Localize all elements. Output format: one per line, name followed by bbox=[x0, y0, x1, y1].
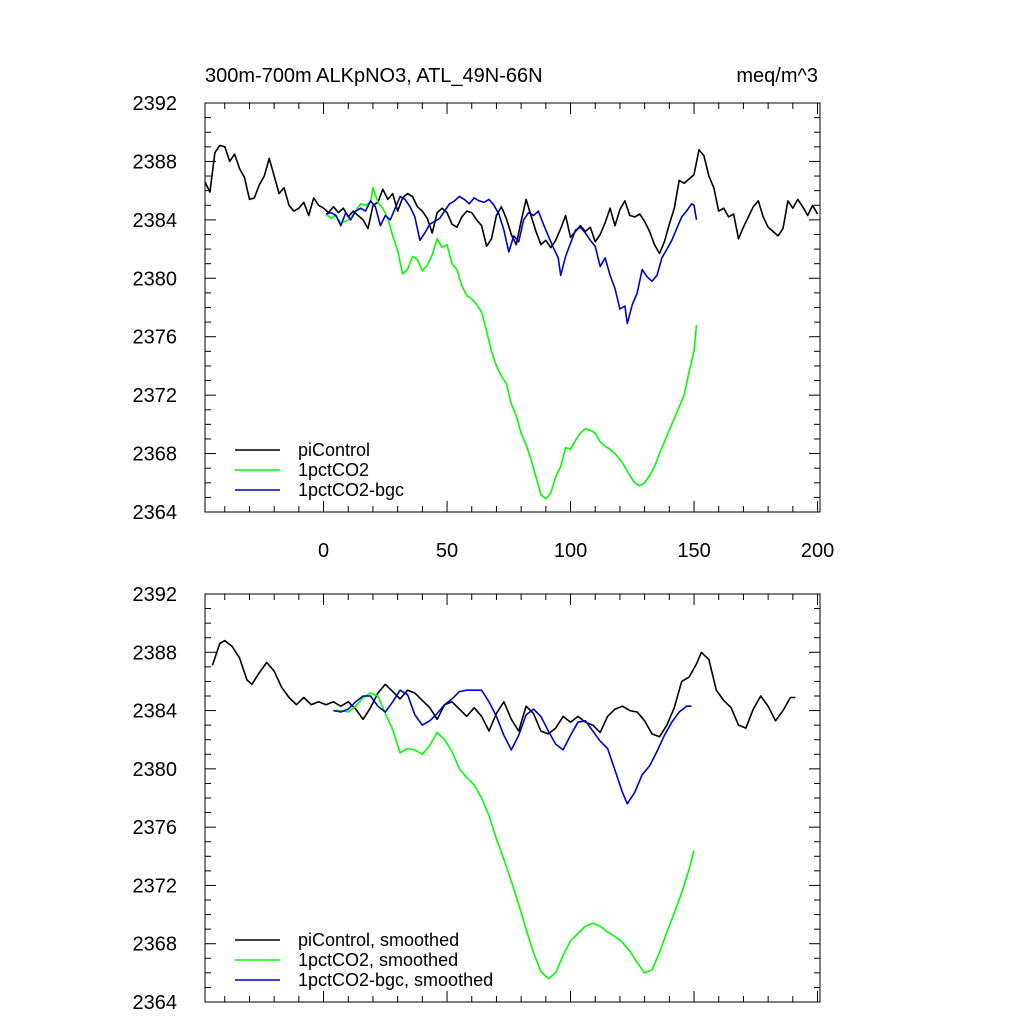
y-tick-label: 2376 bbox=[133, 817, 178, 839]
x-tick-label: 100 bbox=[554, 540, 587, 562]
legend-label: piControl bbox=[298, 440, 370, 460]
legend-label: 1pctCO2-bgc, smoothed bbox=[298, 970, 493, 990]
legend-label: 1pctCO2 bbox=[298, 460, 369, 480]
y-tick-label: 2384 bbox=[133, 210, 178, 232]
y-tick-label: 2392 bbox=[133, 93, 178, 115]
series-line-0 bbox=[211, 639, 796, 738]
y-tick-label: 2372 bbox=[133, 385, 178, 407]
bottom-panel: 2364 2368 2372 2376 2380 2384 2388 2392 piContro… bbox=[133, 584, 821, 1014]
series-line-1 bbox=[325, 186, 698, 500]
top-panel: 2364 2368 2372 2376 2380 2384 2388 2392 0 50 100 15… bbox=[133, 65, 835, 562]
x-tick-label: 200 bbox=[801, 540, 834, 562]
x-tick-label: 150 bbox=[677, 540, 710, 562]
y-tick-label: 2388 bbox=[133, 642, 178, 664]
series-line-2 bbox=[333, 689, 692, 805]
y-tick-label: 2392 bbox=[133, 584, 178, 606]
chart-title: 300m-700m ALKpNO3, ATL_49N-66N bbox=[205, 65, 543, 87]
legend-label: 1pctCO2, smoothed bbox=[298, 950, 458, 970]
series-line-0 bbox=[204, 144, 819, 255]
legend-label: piControl, smoothed bbox=[298, 930, 459, 950]
y-tick-label: 2380 bbox=[133, 268, 178, 290]
y-tick-label: 2376 bbox=[133, 327, 178, 349]
x-tick-label: 0 bbox=[318, 540, 329, 562]
y-tick-label: 2368 bbox=[133, 934, 178, 956]
y-tick-label: 2372 bbox=[133, 875, 178, 897]
series-line-1 bbox=[333, 692, 695, 980]
y-tick-label: 2380 bbox=[133, 759, 178, 781]
x-tick-label: 50 bbox=[436, 540, 458, 562]
series-line-2 bbox=[325, 195, 698, 325]
y-tick-label: 2384 bbox=[133, 701, 178, 723]
units-label: meq/m^3 bbox=[736, 65, 818, 87]
y-tick-label: 2364 bbox=[133, 502, 178, 524]
legend-label: 1pctCO2-bgc bbox=[298, 480, 404, 500]
y-tick-label: 2368 bbox=[133, 444, 178, 466]
y-tick-label: 2388 bbox=[133, 151, 178, 173]
y-tick-label: 2364 bbox=[133, 992, 178, 1014]
